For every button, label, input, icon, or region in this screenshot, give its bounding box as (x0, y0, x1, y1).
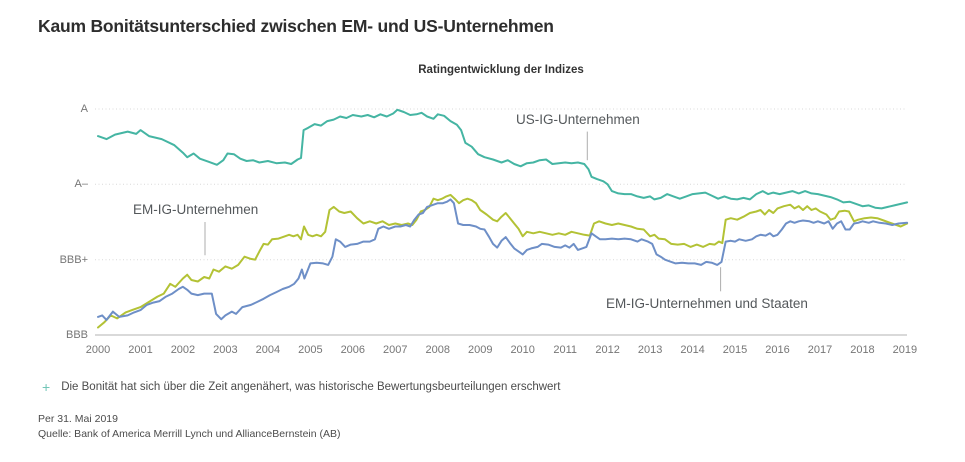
x-tick-label: 2019 (892, 344, 918, 356)
x-tick-label: 2013 (637, 344, 663, 356)
source-attribution: Quelle: Bank of America Merrill Lynch un… (38, 428, 341, 440)
plus-icon: + (42, 379, 51, 395)
x-tick-label: 2007 (383, 344, 408, 356)
x-tick-label: 2002 (170, 344, 196, 356)
y-tick-label: A– (74, 178, 88, 191)
x-tick-label: 2004 (255, 344, 281, 356)
key-takeaway-footnote: + Die Bonität hat sich über die Zeit ang… (42, 380, 560, 395)
footnote-text: Die Bonität hat sich über die Zeit angen… (61, 381, 561, 393)
x-tick-label: 2012 (595, 344, 620, 356)
series-line (97, 108, 909, 210)
x-tick-label: 2001 (128, 344, 153, 356)
series-line (97, 193, 909, 329)
series-label-em-ig: EM-IG-Unternehmen (133, 202, 259, 217)
x-tick-label: 2016 (765, 344, 790, 356)
x-tick-label: 2000 (85, 344, 111, 356)
page-title: Kaum Bonitätsunterschied zwischen EM- un… (38, 16, 554, 36)
x-tick-label: 2015 (722, 344, 748, 356)
x-tick-label: 2005 (298, 344, 323, 356)
chart-title: Ratingentwicklung der Indizes (418, 64, 584, 76)
series-line (97, 198, 909, 321)
x-tick-label: 2018 (850, 344, 875, 356)
series-label-us-ig: US-IG-Unternehmen (516, 112, 640, 127)
x-tick-label: 2003 (213, 344, 238, 356)
x-tick-label: 2017 (807, 344, 833, 356)
y-tick-label: A (80, 103, 88, 115)
x-tick-label: 2011 (553, 344, 577, 356)
x-tick-label: 2010 (510, 344, 535, 356)
x-tick-label: 2008 (425, 344, 450, 356)
series-label-em-ig-staaten: EM-IG-Unternehmen und Staaten (606, 296, 808, 311)
y-tick-label: BBB+ (59, 253, 88, 266)
x-tick-label: 2009 (467, 344, 493, 356)
y-tick-label: BBB (65, 329, 88, 341)
as-of-date: Per 31. Mai 2019 (38, 413, 118, 425)
x-tick-label: 2006 (340, 344, 366, 356)
x-tick-label: 2014 (680, 344, 705, 356)
